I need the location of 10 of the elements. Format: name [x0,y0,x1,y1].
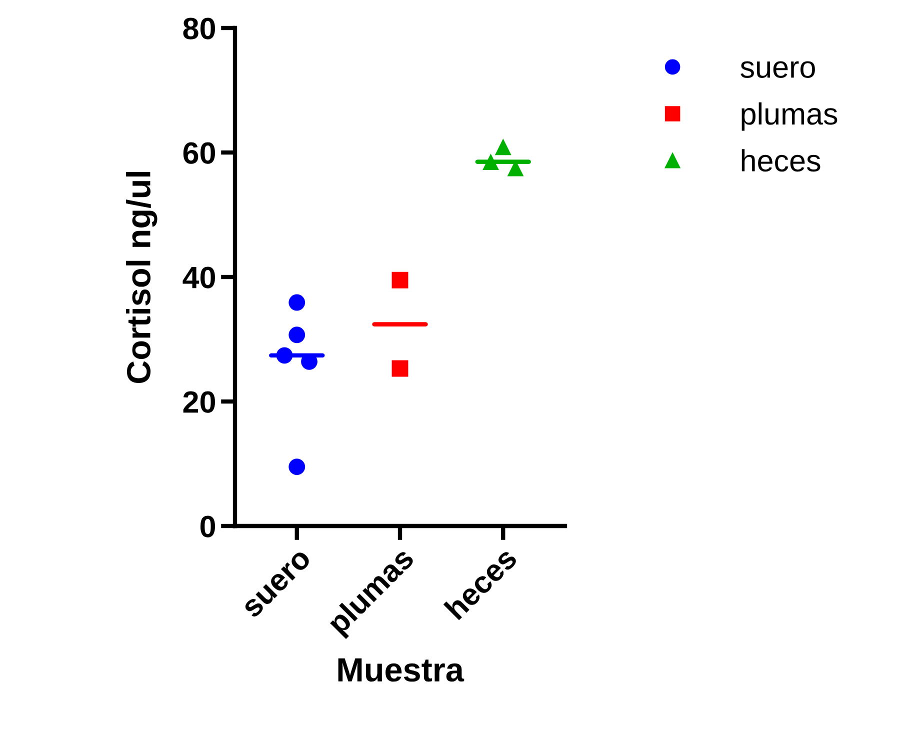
x-axis-title: Muestra [338,658,464,682]
legend-label: suero [740,61,815,78]
y-tick-label: 20 [183,391,215,413]
legend-label: plumas [742,102,838,131]
y-tick-label: 60 [183,142,215,164]
legend-label: heces [742,149,820,172]
y-tick-label: 0 [200,516,215,538]
y-tick-label: 80 [183,18,215,40]
y-tick-label: 40 [182,266,215,288]
y-axis-title: Cortisol ng/ul [126,172,158,384]
